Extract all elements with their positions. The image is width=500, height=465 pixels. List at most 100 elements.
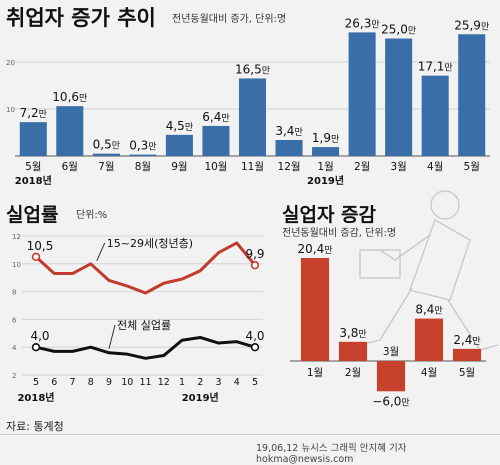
bar-value-label: 25,9만	[454, 18, 489, 32]
year-label: 2018년	[17, 391, 54, 404]
bar-value-label: 6,4만	[202, 110, 229, 124]
x-tick-label: 9월	[171, 161, 187, 173]
bar	[202, 125, 230, 156]
bar-value-label: 1,9만	[312, 131, 339, 145]
bar	[312, 147, 340, 156]
x-tick-label: 5월	[464, 161, 480, 173]
series-endpoint	[250, 343, 260, 352]
series-end-label: 9,9	[245, 247, 264, 261]
bar-value-label: 0,3만	[129, 139, 156, 153]
bar-value-label: 2,4만	[453, 333, 480, 347]
bar-value-label: 3,8만	[339, 326, 366, 340]
bar	[458, 34, 486, 156]
x-tick-label: 6월	[62, 161, 78, 173]
series-endpoint	[31, 252, 41, 262]
series-start-label: 10,5	[27, 239, 54, 253]
bar	[385, 38, 413, 156]
runner-body	[409, 218, 471, 301]
bar	[129, 154, 157, 156]
credit-line: 19,06,12 뉴시스 그래픽 안지혜 기자 hokma@newsis.com	[256, 443, 407, 465]
x-tick-label: 2	[197, 377, 203, 388]
x-tick-label: 5	[252, 377, 258, 388]
bar	[165, 134, 193, 156]
series-end-label: 4,0	[245, 329, 264, 343]
bar-value-label: 10,6만	[52, 90, 87, 104]
footer-divider	[0, 434, 500, 435]
unemployed-change-bar-chart: 20,4만 1월 3,8만 2월 −6,0만 3월 8,4만 4월 2,4만 5월	[290, 242, 486, 408]
x-tick-label: 5월	[459, 367, 475, 379]
x-tick-label: 9	[106, 377, 112, 388]
x-tick-label: 11월	[241, 161, 264, 173]
bar-value-label: 20,4만	[298, 242, 333, 256]
x-tick-label: 4월	[427, 161, 443, 173]
bar-value-label: 0,5만	[93, 138, 120, 152]
x-tick-label: 8	[88, 377, 94, 388]
bar	[338, 341, 368, 361]
bar	[92, 153, 120, 156]
series-endpoint	[250, 260, 260, 270]
y-tick-label: 8	[12, 289, 16, 297]
x-tick-label: 6	[51, 377, 57, 388]
x-tick-label: 7	[69, 377, 75, 388]
bar-value-label: 25,0만	[381, 23, 416, 37]
x-tick-label: 3월	[383, 346, 399, 358]
chart1-title: 취업자 증가 추이	[6, 6, 156, 30]
leader-line	[108, 324, 116, 349]
y-tick-label: 4	[12, 344, 17, 352]
bar	[300, 258, 330, 361]
x-tick-label: 8월	[135, 161, 151, 173]
x-tick-label: 3	[215, 377, 221, 388]
x-tick-label: 3월	[390, 161, 406, 173]
bar	[238, 78, 267, 156]
series-name-label: 전체 실업률	[117, 319, 171, 332]
runner-arm	[379, 234, 431, 261]
x-tick-label: 5	[33, 377, 39, 388]
y-tick-label: 6	[12, 316, 17, 324]
bar-value-label: −6,0만	[372, 394, 409, 408]
x-tick-label: 4월	[421, 367, 437, 379]
y-tick-label: 2	[12, 372, 16, 380]
x-tick-label: 12	[158, 377, 170, 388]
year-label: 2018년	[15, 174, 52, 187]
chart2-title: 실업률	[6, 204, 59, 226]
bar-value-label: 26,3만	[345, 16, 380, 30]
bar	[19, 122, 47, 156]
bar	[376, 361, 406, 392]
year-label: 2019년	[182, 391, 219, 404]
x-tick-label: 4	[234, 377, 240, 388]
bar	[452, 348, 482, 361]
x-tick-label: 10월	[204, 161, 227, 173]
y-tick-label: 12	[12, 233, 21, 241]
x-tick-label: 1월	[307, 367, 323, 379]
runner-briefcase	[359, 249, 401, 279]
bar	[56, 106, 84, 156]
x-tick-label: 10	[121, 377, 133, 388]
x-tick-label: 5월	[25, 161, 41, 173]
chart1-subtitle: 전년동월대비 증가, 단위:명	[172, 14, 287, 25]
x-tick-label: 12월	[278, 161, 301, 173]
series-line	[34, 241, 257, 295]
series-line	[35, 335, 256, 360]
x-tick-label: 1월	[317, 161, 333, 173]
bar-value-label: 3,4만	[275, 124, 302, 138]
y-tick-label: 20	[6, 59, 15, 67]
x-tick-label: 7월	[98, 161, 114, 173]
chart3-subtitle: 전년동월대비 증감, 단위:명	[282, 228, 397, 239]
bar	[421, 75, 449, 156]
bar	[414, 318, 444, 361]
bar	[275, 140, 303, 156]
bar-value-label: 17,1만	[418, 60, 453, 74]
y-tick-label: 10	[6, 106, 15, 114]
bar-value-label: 4,5만	[166, 119, 193, 133]
employment-bar-chart: 10 20 7,2만 5월 10,6만 6월 0,5만 7월 0,3만 8월 4,5만 9월 6,4만 1…	[6, 16, 490, 187]
bar-value-label: 7,2만	[20, 106, 47, 120]
year-label: 2019년	[307, 174, 344, 187]
series-name-label: 15~29세(청년층)	[107, 237, 193, 250]
leader-line	[96, 242, 106, 262]
bar-value-label: 16,5만	[235, 62, 270, 76]
runner-head	[430, 190, 460, 220]
bar-value-label: 8,4만	[415, 303, 442, 317]
source-label: 자료: 통계청	[6, 420, 64, 433]
